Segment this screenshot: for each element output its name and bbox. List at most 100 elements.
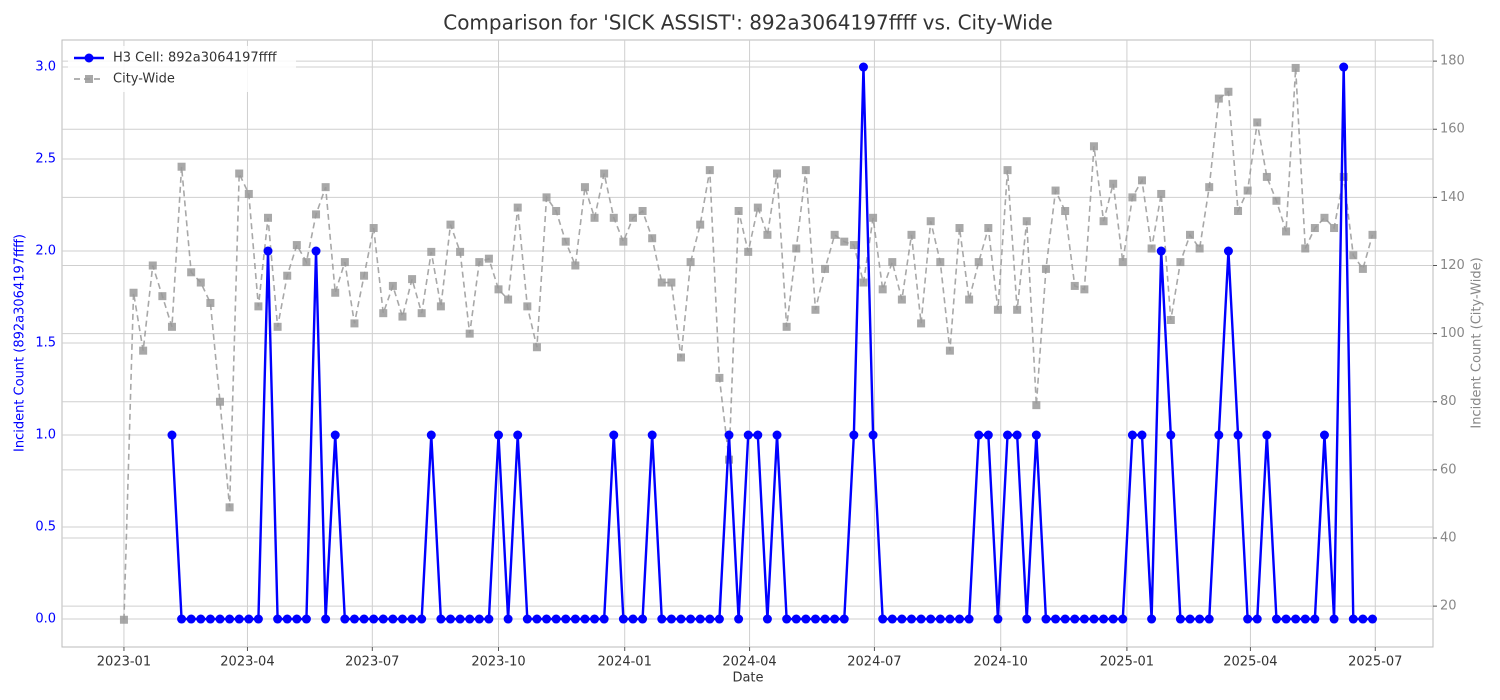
point — [244, 189, 253, 198]
point — [1348, 614, 1358, 624]
point — [475, 258, 484, 267]
point — [1127, 430, 1137, 440]
point — [1368, 230, 1377, 239]
point — [849, 430, 859, 440]
point — [619, 237, 628, 246]
y2-axis-label: Incident Count (City-Wide) — [1470, 257, 1485, 428]
point — [811, 305, 820, 314]
point — [676, 353, 685, 362]
point — [282, 614, 292, 624]
point — [215, 614, 225, 624]
point — [455, 614, 465, 624]
point — [1272, 196, 1281, 205]
legend: H3 Cell: 892a3064197ffff City-Wide — [68, 46, 296, 92]
point — [1329, 614, 1339, 624]
point — [762, 614, 772, 624]
point — [1319, 430, 1329, 440]
point — [1282, 227, 1291, 236]
point — [196, 614, 206, 624]
point — [667, 278, 676, 287]
point — [830, 614, 840, 624]
point — [1214, 94, 1223, 103]
y2-tick-label: 20 — [1440, 599, 1457, 614]
point — [1156, 246, 1166, 256]
point — [965, 295, 974, 304]
point — [253, 614, 263, 624]
y-tick-label: 2.0 — [35, 244, 56, 259]
point — [186, 614, 196, 624]
point — [1310, 614, 1320, 624]
point — [1349, 251, 1358, 260]
point — [1003, 430, 1013, 440]
point — [628, 614, 638, 624]
point — [964, 614, 974, 624]
point — [388, 281, 397, 290]
point — [628, 213, 637, 222]
point — [187, 268, 196, 277]
point — [590, 213, 599, 222]
point — [532, 343, 541, 352]
point — [570, 614, 580, 624]
legend-marker — [85, 75, 93, 83]
point — [321, 614, 331, 624]
point — [1223, 246, 1233, 256]
point — [1234, 206, 1243, 215]
point — [1300, 614, 1310, 624]
point — [349, 614, 359, 624]
point — [926, 614, 936, 624]
point — [1253, 118, 1262, 127]
point — [753, 430, 763, 440]
point — [225, 503, 234, 512]
point — [734, 206, 743, 215]
point — [1367, 614, 1377, 624]
point — [311, 246, 321, 256]
point — [397, 614, 407, 624]
point — [878, 614, 888, 624]
point — [1214, 430, 1224, 440]
point — [1080, 285, 1089, 294]
point — [330, 430, 340, 440]
point — [301, 614, 311, 624]
point — [378, 614, 388, 624]
point — [917, 319, 926, 328]
point — [657, 278, 666, 287]
point — [763, 230, 772, 239]
point — [465, 329, 474, 338]
point — [897, 614, 907, 624]
y2-tick-label: 120 — [1440, 258, 1465, 273]
point — [840, 237, 849, 246]
point — [1281, 614, 1291, 624]
x-axis-label: Date — [732, 671, 763, 686]
point — [792, 244, 801, 253]
point — [331, 288, 340, 297]
x-tick-label: 2025-07 — [1348, 655, 1402, 670]
point — [474, 614, 484, 624]
point — [772, 430, 782, 440]
point — [139, 346, 148, 355]
point — [705, 614, 715, 624]
y2-tick-label: 140 — [1440, 190, 1465, 205]
y2-tick-label: 180 — [1440, 54, 1465, 69]
point — [465, 614, 475, 624]
point — [782, 614, 792, 624]
point — [1252, 614, 1262, 624]
point — [379, 309, 388, 318]
point — [1051, 186, 1060, 195]
point — [427, 247, 436, 256]
point — [552, 206, 561, 215]
point — [1205, 183, 1214, 192]
point — [993, 614, 1003, 624]
point — [1147, 244, 1156, 253]
legend-label: City-Wide — [113, 72, 175, 87]
point — [849, 241, 858, 250]
point — [264, 213, 273, 222]
point — [225, 614, 235, 624]
point — [974, 258, 983, 267]
x-tick-label: 2023-10 — [471, 655, 525, 670]
point — [504, 295, 513, 304]
point — [1339, 172, 1348, 181]
point — [263, 246, 273, 256]
x-tick-label: 2023-04 — [220, 655, 274, 670]
point — [542, 614, 552, 624]
point — [705, 166, 714, 175]
